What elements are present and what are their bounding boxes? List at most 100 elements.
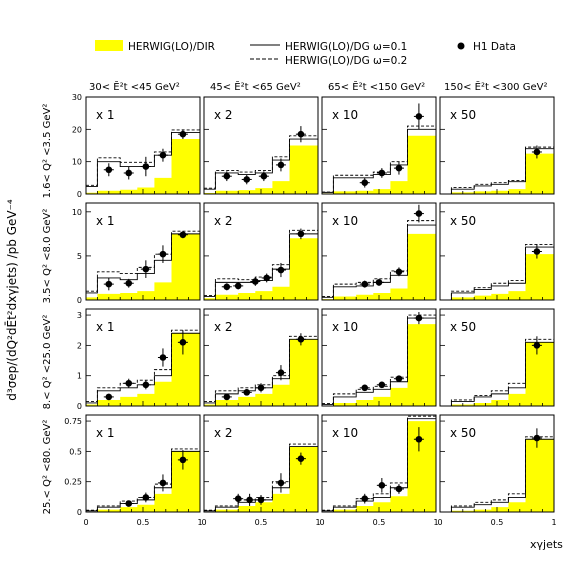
y-tick-label: 10 (72, 208, 82, 217)
data-point (395, 375, 403, 383)
data-point (533, 434, 541, 442)
x-tick-label: 0.5 (137, 518, 150, 527)
data-point (277, 266, 285, 274)
legend-data-label: H1 Data (473, 41, 516, 53)
legend-dg1-label: HERWIG(LO)/DG ω=0.1 (285, 41, 407, 53)
panel-r1-c2: x 2 (203, 96, 319, 195)
data-point (297, 455, 305, 462)
data-point (375, 279, 383, 286)
data-point (395, 268, 403, 276)
data-point (415, 314, 423, 322)
y-tick-label: 20 (72, 125, 82, 134)
dg01-histogram-line (86, 332, 200, 404)
panel-r2-c1: x 1 0 5 10 (72, 202, 201, 305)
legend-dg2-label: HERWIG(LO)/DG ω=0.2 (285, 55, 407, 67)
scale-factor-label: x 1 (96, 426, 115, 440)
data-point (297, 336, 305, 343)
dg02-histogram-line (322, 220, 436, 297)
dg01-histogram-line (440, 246, 554, 301)
x-tick-label: 0.5 (373, 518, 386, 527)
panel-r2-c3: x 10 (321, 202, 437, 301)
y-tick-label: 0 (77, 296, 82, 305)
data-point (361, 495, 369, 502)
dg01-histogram-line (322, 224, 436, 298)
data-point (378, 169, 386, 177)
x-axis-title: xγjets (530, 538, 563, 551)
dg01-histogram-line (86, 132, 200, 188)
y-axis-title: d³σep/(dQ²dĒt²dxγjets) /pb GeV⁻⁴ (5, 199, 19, 401)
data-point (234, 282, 242, 290)
y-tick-label: 0 (77, 402, 82, 411)
y-tick-label: 5 (77, 252, 82, 261)
panel-r3-c1: x 1 0 1 2 3 (77, 308, 201, 411)
panel-r2-c4: x 50 (439, 202, 555, 301)
panel-r3-c4: x 50 (439, 308, 555, 407)
x-tick-label: 1 (433, 518, 438, 527)
x-tick-label: 0.5 (255, 518, 268, 527)
data-point (223, 172, 231, 180)
data-point (263, 274, 271, 282)
data-point (361, 280, 369, 288)
row-labels: 1.6< Q² <3.5 GeV² 3.5< Q² <8.0 GeV² 8.< … (42, 104, 53, 515)
scale-factor-label: x 10 (332, 214, 358, 228)
data-point (142, 381, 150, 389)
data-point (277, 369, 285, 376)
data-point (105, 166, 113, 174)
data-point (159, 151, 167, 159)
data-point (252, 278, 259, 285)
panel-r4-c4: x 50 0 0.5 1 (437, 414, 557, 527)
y-tick-label: 0.5 (69, 447, 82, 456)
scale-factor-label: x 10 (332, 320, 358, 334)
data-point (533, 148, 541, 156)
y-tick-label: 0 (77, 190, 82, 199)
scale-factor-label: x 2 (214, 426, 233, 440)
data-point (378, 381, 386, 389)
x-tick-label: 0.5 (491, 518, 504, 527)
panel-r1-c1: x 1 0 10 20 30 (72, 93, 201, 199)
data-point (277, 161, 285, 169)
panel-r2-c2: x 2 (203, 202, 319, 301)
dg01-histogram-line (440, 438, 554, 513)
scale-factor-label: x 50 (450, 426, 476, 440)
dg01-histogram-line (322, 128, 436, 193)
legend-dir-swatch (95, 40, 123, 51)
column-headers: 30< Ē²t <45 GeV² 45< Ē²t <65 GeV² 65< Ē²… (89, 80, 547, 93)
data-point (142, 494, 150, 501)
dg02-histogram-line (86, 329, 200, 402)
panel-r1-c3: x 10 (321, 96, 437, 195)
x-tick-label: 0 (319, 518, 324, 527)
data-point (125, 279, 133, 287)
dg01-histogram-line (204, 446, 318, 512)
column-header-4: 150< Ē²t <300 GeV² (444, 80, 547, 93)
y-tick-label: 30 (72, 93, 82, 102)
column-header-3: 65< Ē²t <150 GeV² (328, 80, 425, 93)
scale-factor-label: x 10 (332, 426, 358, 440)
data-point (142, 265, 150, 273)
dg01-histogram-line (204, 138, 318, 190)
scale-factor-label: x 1 (96, 214, 115, 228)
dg01-histogram-line (440, 341, 554, 407)
dir-histogram-fill (440, 439, 554, 512)
dg01-histogram-line (440, 148, 554, 195)
data-point (125, 169, 133, 177)
dir-histogram-fill (322, 135, 436, 194)
row-label-2: 3.5< Q² <8.0 GeV² (42, 209, 53, 304)
row-label-3: 8.< Q² <25.0 GeV² (42, 315, 53, 410)
row-label-4: 25.< Q² <80. GeV² (42, 420, 53, 515)
x-tick-label: 0 (437, 518, 442, 527)
panel-r4-c1: x 1 0 0.25 0.5 0.75 0 0.5 1 (64, 414, 203, 527)
data-point (125, 500, 133, 507)
data-point (533, 342, 541, 349)
data-point (297, 130, 305, 138)
y-tick-label: 2 (77, 341, 82, 350)
x-tick-label: 1 (197, 518, 202, 527)
scale-factor-label: x 1 (96, 108, 115, 122)
dir-histogram-fill (322, 233, 436, 300)
dir-histogram-fill (204, 339, 318, 406)
dg01-histogram-line (86, 233, 200, 294)
data-point (361, 384, 369, 392)
data-point (243, 389, 251, 396)
y-tick-label: 1 (77, 372, 82, 381)
